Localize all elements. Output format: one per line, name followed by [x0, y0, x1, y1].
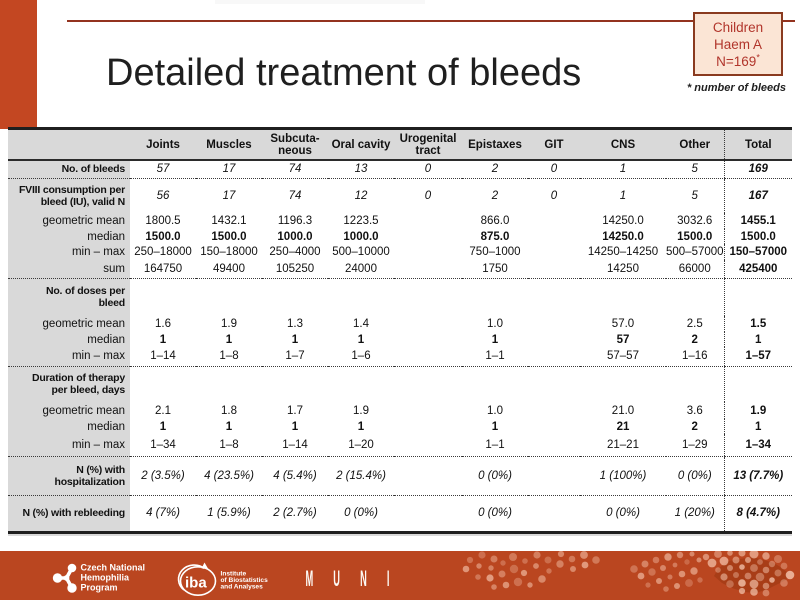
svg-text:and Analyses: and Analyses [221, 584, 264, 591]
svg-text:MUNI: MUNI [306, 565, 410, 591]
svg-text:iba: iba [185, 575, 207, 592]
svg-text:Institute: Institute [221, 571, 247, 578]
svg-text:Program: Program [81, 583, 118, 593]
svg-text:Hemophilia: Hemophilia [81, 573, 131, 583]
svg-text:Czech National: Czech National [81, 563, 146, 573]
svg-text:of Biostatistics: of Biostatistics [221, 577, 269, 584]
